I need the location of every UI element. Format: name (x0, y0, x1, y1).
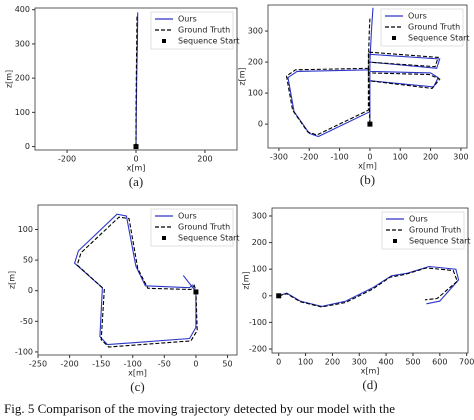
x-tick-label: 0 (193, 360, 198, 369)
x-tick-label: 300 (352, 358, 367, 367)
legend-marker (162, 236, 166, 240)
legend-label: Ours (408, 12, 427, 21)
y-tick-label: 100 (15, 108, 30, 117)
x-tick-label: 200 (423, 153, 438, 162)
legend-label: Ground Truth (408, 23, 460, 32)
panel-label: (d) (362, 377, 377, 392)
trajectory (76, 216, 198, 348)
y-tick-label: 300 (15, 39, 30, 48)
legend-label: Sequence Start (178, 37, 240, 46)
x-tick-label: 200 (325, 358, 340, 367)
trajectory (278, 267, 458, 308)
trajectory (285, 18, 441, 136)
x-tick-label: 500 (405, 358, 420, 367)
x-tick-label: -200 (58, 155, 76, 164)
y-tick-label: -50 (20, 317, 33, 326)
y-axis-label: z[m] (8, 271, 17, 289)
x-tick-label: 400 (378, 358, 393, 367)
x-tick-label: 50 (222, 360, 232, 369)
x-tick-label: 300 (453, 153, 468, 162)
y-tick-label: 200 (252, 238, 267, 247)
y-tick-label: 0 (262, 291, 267, 300)
start-marker (276, 293, 282, 299)
x-tick-label: 0 (276, 358, 281, 367)
legend-label: Ground Truth (409, 226, 461, 235)
start-marker (133, 144, 139, 150)
start-marker (367, 121, 373, 127)
legend-marker (392, 36, 396, 40)
legend-label: Ground Truth (178, 26, 230, 35)
y-axis-label: z[m] (242, 271, 251, 289)
y-tick-label: 100 (248, 89, 263, 98)
x-tick-label: 0 (367, 153, 372, 162)
x-tick-label: 100 (298, 358, 313, 367)
y-tick-label: 0 (258, 120, 263, 129)
start-marker (193, 289, 199, 295)
x-tick-label: 0 (133, 155, 138, 164)
y-tick-label: 50 (23, 256, 33, 265)
x-tick-label: -200 (300, 153, 318, 162)
y-tick-label: 100 (18, 225, 33, 234)
y-axis-label: z[m] (238, 67, 247, 85)
x-tick-label: 100 (393, 153, 408, 162)
legend-label: Ours (409, 215, 428, 224)
x-axis-label: x[m] (361, 367, 380, 376)
x-tick-label: -250 (29, 360, 47, 369)
caption: Fig. 5 Comparison of the moving trajecto… (4, 401, 395, 416)
panel-label: (a) (129, 174, 143, 189)
trajectory (278, 265, 460, 307)
panel-label: (b) (360, 172, 375, 187)
x-tick-label: -300 (270, 153, 288, 162)
x-tick-label: -100 (331, 153, 349, 162)
y-tick-label: -100 (15, 347, 33, 356)
y-axis-label: z[m] (5, 70, 14, 88)
legend-label: Ours (178, 15, 197, 24)
y-tick-label: 400 (15, 5, 30, 14)
y-tick-label: -200 (249, 345, 267, 354)
trajectory (287, 7, 441, 138)
legend-label: Sequence Start (409, 237, 471, 246)
trajectory (135, 14, 138, 147)
panel-label: (c) (130, 379, 144, 394)
x-tick-label: -100 (124, 360, 142, 369)
legend-label: Ours (178, 212, 197, 221)
axes-frame (271, 207, 469, 354)
x-axis-label: x[m] (127, 164, 146, 173)
x-axis-label: x[m] (128, 369, 147, 378)
axes-frame (37, 204, 238, 356)
y-tick-label: 0 (25, 142, 30, 151)
y-tick-label: 100 (252, 265, 267, 274)
y-tick-label: 200 (15, 74, 30, 83)
y-tick-label: 300 (252, 211, 267, 220)
legend-marker (393, 239, 397, 243)
y-tick-label: -100 (249, 318, 267, 327)
x-axis-label: x[m] (358, 162, 377, 171)
x-tick-label: -50 (158, 360, 171, 369)
legend-label: Ground Truth (178, 223, 230, 232)
x-tick-label: -200 (61, 360, 79, 369)
legend-marker (162, 39, 166, 43)
y-tick-label: 0 (28, 286, 33, 295)
axes-frame (267, 4, 468, 149)
x-tick-label: 200 (197, 155, 212, 164)
y-tick-label: 200 (248, 58, 263, 67)
legend-label: Sequence Start (408, 34, 470, 43)
y-tick-label: 300 (248, 27, 263, 36)
x-tick-label: -150 (92, 360, 110, 369)
x-tick-label: 600 (432, 358, 447, 367)
legend-label: Sequence Start (178, 234, 240, 243)
x-tick-label: 700 (459, 358, 474, 367)
